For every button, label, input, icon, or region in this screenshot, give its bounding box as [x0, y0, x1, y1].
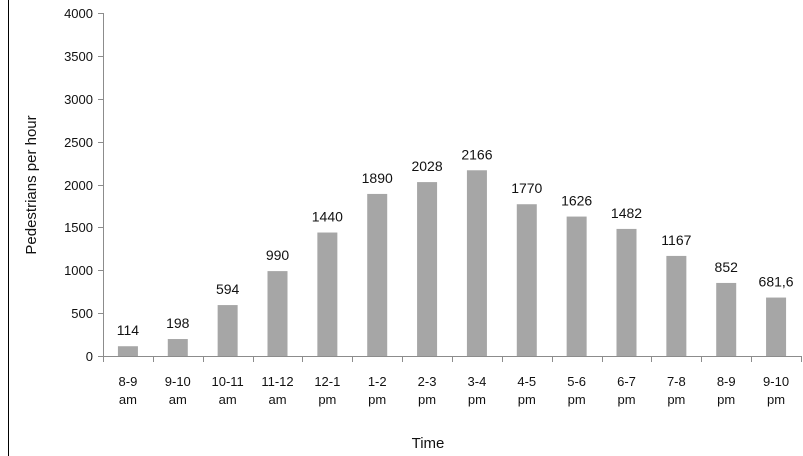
x-tick-label-line2: pm: [568, 392, 586, 407]
x-tick-label-line2: am: [119, 392, 137, 407]
data-label: 1890: [362, 170, 393, 186]
bars: [117, 170, 787, 356]
x-tick-label-line1: 9-10: [763, 374, 789, 389]
x-tick-label-line2: pm: [717, 392, 735, 407]
data-label: 990: [266, 247, 290, 263]
y-axis-title: Pedestrians per hour: [23, 115, 40, 254]
y-tick-label: 3500: [64, 49, 93, 64]
y-tick-label: 2000: [64, 178, 93, 193]
bar: [616, 228, 637, 356]
bar: [117, 346, 138, 356]
x-tick-label-line2: pm: [468, 392, 486, 407]
data-label: 114: [117, 322, 140, 338]
x-tick-label-line1: 4-5: [517, 374, 536, 389]
data-label: 852: [715, 259, 739, 275]
data-labels: 114 198 594 990 1440 1890 2028 2166 1770 1626 1482…: [117, 146, 794, 338]
data-label: 2166: [461, 146, 492, 162]
bar: [267, 271, 288, 356]
x-tick-label-line1: 1-2: [368, 374, 387, 389]
data-label: 1626: [561, 193, 592, 209]
data-label: 2028: [411, 158, 442, 174]
bar: [666, 255, 687, 356]
bar: [217, 305, 238, 356]
x-tick-label-line1: 2-3: [418, 374, 437, 389]
y-tick-label: 0: [86, 349, 93, 364]
x-tick-label-line2: pm: [617, 392, 635, 407]
bar: [367, 193, 388, 356]
x-axis-title: Time: [412, 435, 445, 452]
x-tick-label-line1: 6-7: [617, 374, 636, 389]
bar: [566, 216, 587, 356]
x-tick-label-line1: 3-4: [468, 374, 487, 389]
data-label: 198: [166, 315, 190, 331]
bar: [417, 182, 438, 356]
y-tick-label: 3000: [64, 92, 93, 107]
bar: [466, 170, 487, 356]
x-tick-label-line1: 8-9: [717, 374, 736, 389]
data-label: 1770: [511, 180, 542, 196]
y-axis-ticks: 0 500 1000 1500 2000 2500 3000 3500 4000: [64, 6, 103, 364]
data-label: 1167: [661, 232, 691, 248]
data-label: 1482: [611, 205, 642, 221]
y-tick-label: 1500: [64, 220, 93, 235]
bar: [516, 204, 537, 356]
x-tick-label-line2: am: [268, 392, 286, 407]
data-label: 1440: [312, 209, 343, 225]
data-label: 594: [216, 281, 240, 297]
x-tick-label-line1: 8-9: [119, 374, 138, 389]
x-tick-label-line1: 5-6: [567, 374, 586, 389]
x-tick-label-line2: pm: [318, 392, 336, 407]
x-tick-label-line2: am: [169, 392, 187, 407]
x-tick-label-line1: 9-10: [165, 374, 191, 389]
x-tick-label-line1: 11-12: [261, 374, 293, 389]
data-label: 681,6: [759, 274, 794, 290]
x-tick-label-line2: pm: [518, 392, 536, 407]
x-tick-label-line2: pm: [418, 392, 436, 407]
y-tick-label: 2500: [64, 135, 93, 150]
x-axis-ticks: 8-9 am 9-10 am 10-11 am 11-12 am 12-1 pm 1-2 pm 2-3 p…: [103, 356, 802, 407]
y-tick-label: 1000: [64, 263, 93, 278]
y-tick-label: 500: [71, 306, 93, 321]
bar: [167, 339, 188, 356]
y-tick-label: 4000: [64, 6, 93, 21]
x-tick-label-line2: pm: [667, 392, 685, 407]
x-tick-label-line1: 10-11: [211, 374, 243, 389]
x-tick-label-line2: am: [219, 392, 237, 407]
bar: [766, 297, 787, 356]
bar: [317, 232, 338, 356]
x-tick-label-line2: pm: [767, 392, 785, 407]
x-tick-label-line2: pm: [368, 392, 386, 407]
bar: [716, 282, 737, 356]
x-tick-label-line1: 12-1: [314, 374, 340, 389]
x-tick-label-line1: 7-8: [667, 374, 686, 389]
